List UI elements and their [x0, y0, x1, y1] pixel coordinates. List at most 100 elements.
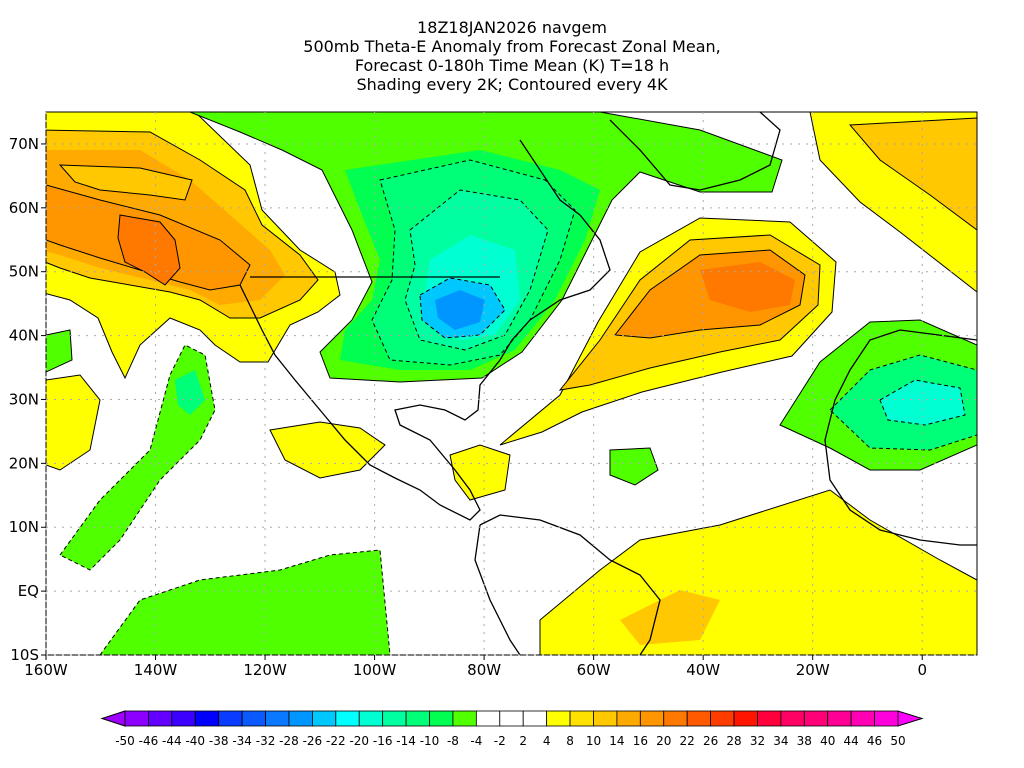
colorbar-swatch — [288, 710, 313, 727]
colorbar-swatch — [827, 710, 852, 727]
colorbar-label: 16 — [633, 734, 648, 748]
colorbar-label: -40 — [185, 734, 205, 748]
colorbar-label: 28 — [726, 734, 741, 748]
colorbar-label: 20 — [656, 734, 671, 748]
colorbar-swatch — [335, 710, 360, 727]
colorbar-label: -4 — [470, 734, 482, 748]
cold-anomaly-tropical-pacific — [59, 344, 216, 571]
colorbar-label: -16 — [373, 734, 393, 748]
colorbar-label: 14 — [609, 734, 624, 748]
coastlines — [239, 112, 977, 655]
africa-coast — [824, 329, 977, 546]
lon-tick-label: 140W — [134, 661, 178, 679]
colorbar-label: -50 — [115, 734, 135, 748]
colorbar-label: -34 — [232, 734, 252, 748]
lat-tick-label: 20N — [9, 454, 39, 472]
colorbar-label: 10 — [586, 734, 601, 748]
colorbar-swatch — [405, 710, 430, 727]
lat-tick-label: 50N — [9, 263, 39, 281]
lat-tick-label: 70N — [9, 135, 39, 153]
colorbar-swatch — [475, 710, 501, 727]
colorbar-swatch — [194, 710, 220, 727]
shading-layer — [46, 112, 977, 655]
colorbar-swatch — [593, 710, 618, 727]
colorbar-label: -46 — [139, 734, 159, 748]
colorbar-swatch — [218, 710, 243, 727]
lon-tick-label: 0 — [917, 661, 927, 679]
colorbar-label: 26 — [703, 734, 718, 748]
axes: 160W 140W 120W 100W 80W 60W 40W 20W 0 70N 60N 50N 40… — [9, 135, 927, 679]
colorbar-swatch — [382, 710, 407, 727]
north-america-coast — [239, 139, 611, 521]
colorbar-swatch — [452, 710, 477, 727]
colorbar-label: 46 — [867, 734, 882, 748]
colorbar-swatch — [265, 710, 290, 727]
colorbar-label: -14 — [396, 734, 416, 748]
title-line-3: Forecast 0-180h Time Mean (K) T=18 h — [354, 56, 670, 75]
colorbar-label: -26 — [303, 734, 323, 748]
colorbar-label: -20 — [349, 734, 369, 748]
colorbar-high-arrow — [897, 710, 924, 727]
colorbar-label: 22 — [680, 734, 695, 748]
colorbar-label: -22 — [326, 734, 346, 748]
lat-tick-label: 60N — [9, 199, 39, 217]
colorbar-low-arrow — [100, 710, 126, 727]
colorbar-label: 2 — [519, 734, 527, 748]
colorbar-swatch — [874, 710, 899, 727]
colorbar-label: -2 — [494, 734, 506, 748]
colorbar-swatch — [616, 710, 641, 727]
greenland-coast — [609, 112, 781, 191]
lat-tick-label: EQ — [18, 582, 39, 600]
colorbar-swatch — [171, 710, 196, 727]
colorbar-swatch — [686, 710, 712, 727]
south-america-coast — [474, 514, 661, 655]
colorbar-label: 38 — [797, 734, 812, 748]
lat-tick-label: 10S — [10, 646, 39, 664]
lon-tick-label: 60W — [577, 661, 611, 679]
lon-tick-label: 100W — [353, 661, 397, 679]
colorbar-swatch — [148, 710, 173, 727]
colorbar-label: -38 — [209, 734, 229, 748]
title-line-4: Shading every 2K; Contoured every 4K — [356, 75, 668, 94]
colorbar-swatch — [499, 710, 524, 727]
colorbar-swatch — [546, 710, 571, 727]
colorbar-swatch — [429, 710, 454, 727]
colorbar-swatch — [522, 710, 548, 727]
colorbar-swatch — [803, 710, 829, 727]
colorbar-swatch — [241, 710, 266, 727]
lon-tick-label: 80W — [467, 661, 501, 679]
colorbar-swatch — [850, 710, 875, 727]
lat-tick-label: 40N — [9, 327, 39, 345]
colorbar-swatch — [569, 710, 594, 727]
colorbar-swatch — [124, 710, 149, 727]
lon-tick-label: 40W — [686, 661, 720, 679]
title-line-1: 18Z18JAN2026 navgem — [417, 18, 607, 37]
lon-tick-label: 20W — [796, 661, 830, 679]
lon-tick-label: 120W — [243, 661, 287, 679]
lat-tick-label: 30N — [9, 390, 39, 408]
colorbar-swatch — [710, 710, 735, 727]
colorbar-label: 34 — [773, 734, 788, 748]
colorbar-label: -10 — [420, 734, 440, 748]
colorbar-label: -32 — [256, 734, 276, 748]
lon-tick-label: 160W — [24, 661, 68, 679]
colorbar-swatch — [733, 710, 758, 727]
colorbar-label: 32 — [750, 734, 765, 748]
colorbar-label: 40 — [820, 734, 835, 748]
colorbar-label: 8 — [566, 734, 574, 748]
colorbar-label: 50 — [890, 734, 905, 748]
gridlines — [45, 112, 977, 656]
colorbar-label: -28 — [279, 734, 299, 748]
colorbar-label: 4 — [543, 734, 551, 748]
colorbar: -50 -46 -44 -40 -38 -34 -32 -28 -26 -22 -20 -16 -14-… — [100, 710, 924, 748]
lat-tick-label: 10N — [9, 518, 39, 536]
colorbar-swatch — [663, 710, 688, 727]
colorbar-swatch — [311, 710, 337, 727]
title-line-2: 500mb Theta-E Anomaly from Forecast Zona… — [303, 37, 721, 56]
colorbar-swatch — [358, 710, 384, 727]
colorbar-swatch — [639, 710, 665, 727]
colorbar-label: -44 — [162, 734, 182, 748]
colorbar-label: 44 — [844, 734, 859, 748]
colorbar-swatch — [780, 710, 805, 727]
